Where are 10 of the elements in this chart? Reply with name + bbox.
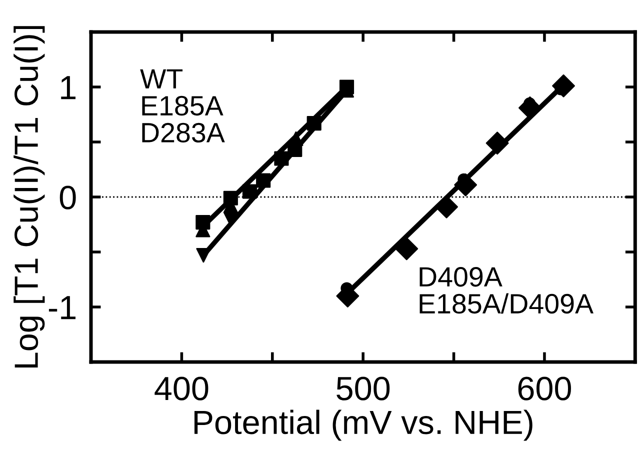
x-tick-label: 500 — [336, 376, 390, 400]
x-tick-label: 400 — [154, 376, 208, 400]
y-axis-title: Log [T1 Cu(II)/T1 Cu(I)] — [14, 26, 45, 368]
y-tick-label: -1 — [48, 296, 76, 320]
y-tick-label: 0 — [60, 186, 76, 210]
annotation: WT E185A D283A — [140, 69, 225, 143]
y-tick-label: 1 — [61, 76, 76, 100]
annotation: D409A E185A/D409A — [420, 267, 594, 314]
x-axis-title: Potential (mV vs. NHE) — [194, 410, 532, 441]
x-tick-label: 600 — [518, 376, 571, 400]
